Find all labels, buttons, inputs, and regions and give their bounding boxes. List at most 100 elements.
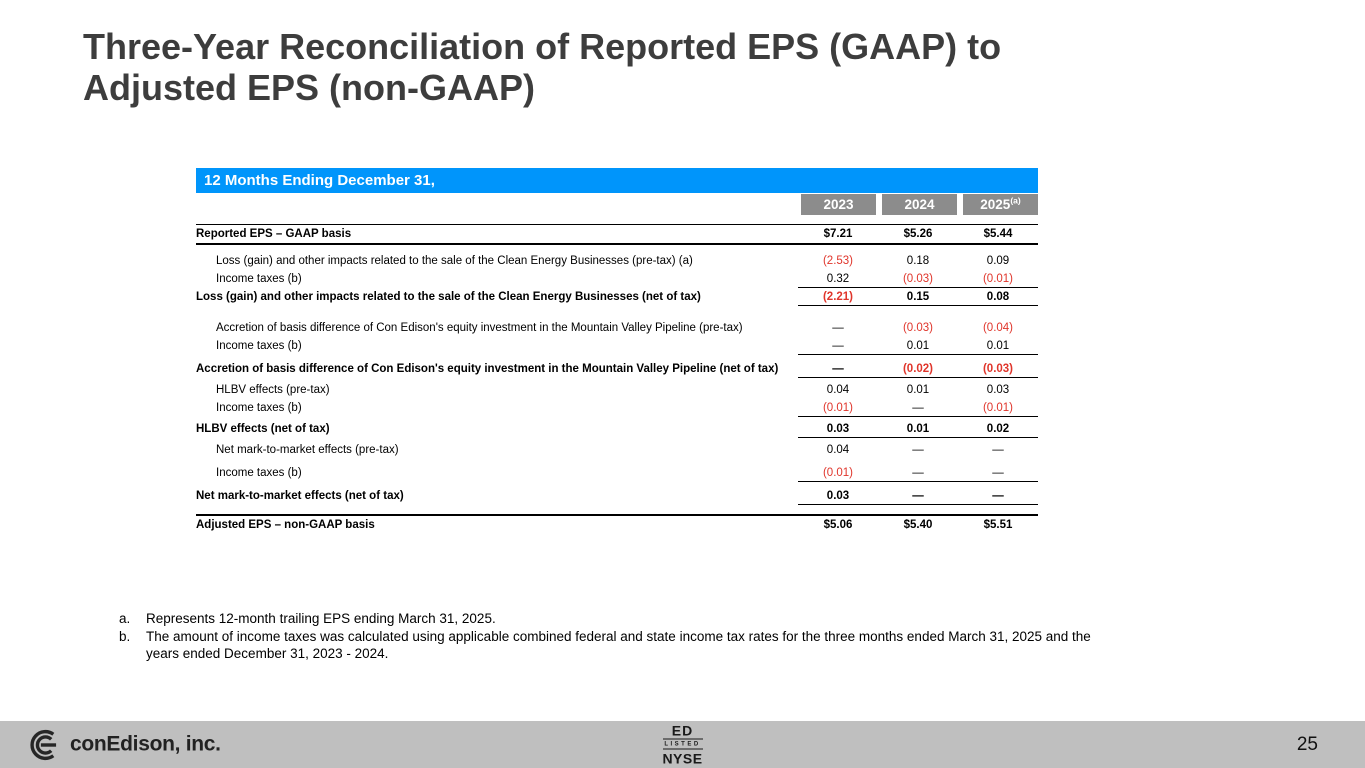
value-cell: — [912,444,924,456]
value-cell: (0.03) [902,322,934,334]
value-cell: (2.21) [822,290,854,303]
row-label: Income taxes (b) [216,402,302,414]
row-label: Income taxes (b) [216,273,302,285]
row-label: HLBV effects (net of tax) [196,423,330,435]
value-cell: — [912,401,924,414]
value-cell: 0.01 [906,339,930,352]
row-label: Accretion of basis difference of Con Edi… [196,363,779,375]
row-label: HLBV effects (pre-tax) [216,384,330,396]
nyse-listed-label: LISTED [662,738,703,750]
table-row: Income taxes (b) (0.01) — — [196,464,1038,482]
value-cell: — [992,466,1004,479]
row-values: $5.06 $5.40 $5.51 [798,516,1038,534]
value-cell: $5.51 [983,519,1013,531]
value-cell: (0.01) [822,466,854,479]
table-row: Income taxes (b) — 0.01 0.01 [196,337,1038,355]
footer-bar: conEdison, inc. ED LISTED NYSE 25 [0,721,1365,768]
row-values: $7.21 $5.26 $5.44 [798,225,1038,243]
value-cell: (2.53) [822,255,854,267]
row-values: (0.01) — — [798,464,1038,482]
year-column-header: 2025(a) [963,194,1038,215]
row-values: (2.53) 0.18 0.09 [798,252,1038,270]
value-cell: $5.26 [903,228,933,240]
table-row: Adjusted EPS – non-GAAP basis $5.06 $5.40 $… [196,514,1038,534]
value-cell: 0.01 [906,422,930,435]
footnote-text: Represents 12-month trailing EPS ending … [146,611,496,626]
value-cell: 0.03 [826,422,850,435]
table-row: Loss (gain) and other impacts related to… [196,252,1038,270]
table-row: Net mark-to-market effects (net of tax) 0… [196,487,1038,505]
row-label: Income taxes (b) [216,467,302,479]
footnote-marker: b. [119,628,131,644]
value-cell: 0.04 [826,384,850,396]
value-cell: 0.03 [826,489,850,502]
value-cell: (0.03) [982,362,1014,375]
table-row: Accretion of basis difference of Con Edi… [196,319,1038,337]
eps-reconciliation-table: 12 Months Ending December 31, 2023 2024 20… [196,168,1038,534]
value-cell: $5.44 [983,228,1013,240]
value-cell: 0.03 [986,384,1010,396]
row-values: — 0.01 0.01 [798,337,1038,355]
year-column-header: 2023 [801,194,876,215]
row-values: (0.01) — (0.01) [798,399,1038,417]
row-label: Loss (gain) and other impacts related to… [196,291,701,303]
value-cell: — [992,489,1004,502]
nyse-badge: ED LISTED NYSE [659,722,707,766]
value-cell: 0.18 [906,255,930,267]
table-row: Loss (gain) and other impacts related to… [196,288,1038,306]
footnote-item: a. Represents 12-month trailing EPS endin… [119,610,1104,628]
table-row: Net mark-to-market effects (pre-tax) 0.04… [196,441,1038,459]
table-rows: Reported EPS – GAAP basis $7.21 $5.26 $5.44… [196,224,1038,534]
row-label: Reported EPS – GAAP basis [196,228,352,240]
page-number: 25 [1296,733,1318,755]
company-brand: conEdison, inc. [27,726,221,763]
table-row: HLBV effects (pre-tax) 0.04 0.01 0.03 [196,381,1038,399]
value-cell: $7.21 [823,228,853,240]
row-values: 0.32 (0.03) (0.01) [798,270,1038,288]
row-label: Net mark-to-market effects (pre-tax) [216,444,399,456]
table-row: Reported EPS – GAAP basis $7.21 $5.26 $5.44 [196,224,1038,245]
row-values: 0.03 — — [798,487,1038,505]
row-label: Net mark-to-market effects (net of tax) [196,490,404,502]
value-cell: 0.09 [986,255,1010,267]
value-cell: 0.08 [986,290,1010,303]
value-cell: 0.01 [906,384,930,396]
value-cell: (0.02) [902,362,934,375]
value-cell: $5.40 [903,519,933,531]
footnote-text: The amount of income taxes was calculate… [146,628,1091,662]
row-label: Accretion of basis difference of Con Edi… [216,322,743,334]
value-cell: — [832,322,844,334]
value-cell: 0.15 [906,290,930,303]
value-cell: — [832,339,844,352]
value-cell: — [912,466,924,479]
footnote-item: b. The amount of income taxes was calcula… [119,628,1104,663]
year-header: 2023 2024 2025(a) [196,194,1038,215]
nyse-ticker: ED [671,722,694,738]
row-values: — (0.02) (0.03) [798,360,1038,378]
row-values: 0.04 0.01 0.03 [798,381,1038,399]
value-cell: (0.03) [902,272,934,285]
conedison-logo-icon [30,729,57,760]
value-cell: 0.01 [986,339,1010,352]
value-cell: — [832,362,844,375]
value-cell: 0.32 [826,272,850,285]
row-values: 0.03 0.01 0.02 [798,420,1038,438]
value-cell: $5.06 [823,519,853,531]
company-name: conEdison, inc. [70,732,221,756]
value-cell: (0.04) [982,322,1014,334]
row-values: 0.04 — — [798,441,1038,459]
value-cell: (0.01) [822,401,854,414]
nyse-exchange: NYSE [662,750,703,766]
footnote-marker: a. [119,611,131,626]
row-values: — (0.03) (0.04) [798,319,1038,337]
value-cell: (0.01) [982,401,1014,414]
row-label: Loss (gain) and other impacts related to… [216,255,693,267]
row-label: Adjusted EPS – non-GAAP basis [196,519,375,531]
table-row: Income taxes (b) 0.32 (0.03) (0.01) [196,270,1038,288]
table-row: Income taxes (b) (0.01) — (0.01) [196,399,1038,417]
table-row: Accretion of basis difference of Con Edi… [196,360,1038,378]
footnotes: a. Represents 12-month trailing EPS endin… [119,610,1104,663]
page-title: Three-Year Reconciliation of Reported EP… [83,26,1002,109]
value-cell: (0.01) [982,272,1014,285]
